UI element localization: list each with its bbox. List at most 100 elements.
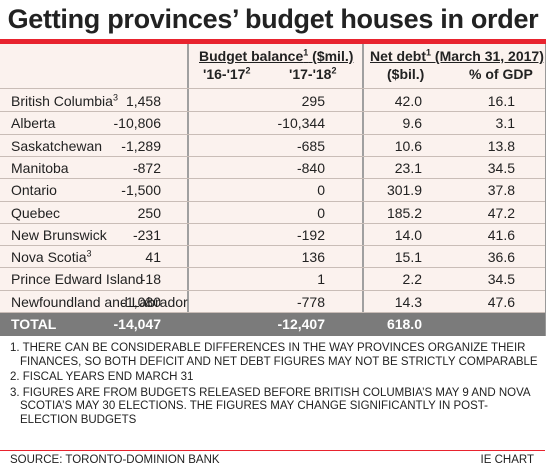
net-debt-cell: 42.0 (394, 93, 422, 109)
data-table (0, 44, 546, 336)
net-debt-cell: 2.2 (402, 271, 422, 288)
col-header-1718: '17-'182 (289, 65, 337, 82)
footnote-1: 1. THERE CAN BE CONSIDERABLE DIFFERENCES… (10, 342, 538, 368)
footnote-marker: 3 (112, 92, 118, 103)
net-debt-cell: 23.1 (394, 159, 422, 176)
net-debt-cell: 9.6 (402, 115, 422, 132)
province-name: Quebec (11, 204, 61, 221)
col-header-1617: '16-'172 (203, 65, 251, 82)
net-debt-cell: 14.3 (394, 293, 422, 310)
balance-1617-cell: -18 (140, 271, 161, 288)
net-debt-cell: 185.2 (386, 204, 422, 221)
gdp-pct-cell: 3.1 (495, 115, 515, 132)
province-label: Ontario (11, 179, 57, 201)
gdp-pct-cell: 37.8 (487, 182, 515, 199)
table-row: Manitoba -872 -840 23.1 34.5 (0, 157, 545, 179)
province-label: Alberta (11, 112, 55, 134)
footnote-3: 3. FIGURES ARE FROM BUDGETS RELEASED BEF… (10, 386, 530, 426)
balance-1718-cell: -840 (296, 159, 325, 176)
total-row: TOTAL -14,047 -12,407 618.0 (0, 313, 545, 336)
row-separator (0, 245, 545, 247)
net-debt-cell: 10.6 (394, 137, 422, 154)
row-separator (0, 111, 545, 113)
gdp-pct-cell: 34.5 (487, 159, 515, 176)
balance-1617-cell: -10,806 (113, 115, 161, 132)
table-row: Saskatchewan -1,289 -685 10.6 13.8 (0, 135, 545, 157)
total-1617: -14,047 (113, 316, 161, 332)
footnotes: 1. THERE CAN BE CONSIDERABLE DIFFERENCES… (10, 342, 540, 429)
province-name: Saskatchewan (11, 137, 103, 154)
table-row: Ontario -1,500 0 301.9 37.8 (0, 179, 545, 201)
column-divider-right (362, 44, 364, 336)
balance-1617-cell: -872 (132, 159, 161, 176)
province-name: Ontario (11, 182, 57, 199)
column-divider-left (187, 44, 189, 336)
table-row: Prince Edward Island -18 1 2.2 34.5 (0, 268, 545, 290)
province-name: Alberta (11, 115, 56, 132)
balance-1718-cell: -10,344 (277, 115, 325, 132)
title-rule (0, 39, 546, 44)
balance-1718-cell: 0 (317, 204, 325, 221)
table-row: British Columbia3 1,458 295 42.0 16.1 (0, 90, 545, 112)
row-separator (0, 222, 545, 224)
chart-title: Getting provinces’ budget houses in orde… (7, 4, 539, 34)
credit-text: IE CHART (480, 454, 534, 466)
balance-1718-cell: 0 (317, 182, 325, 199)
table-row: Alberta -10,806 -10,344 9.6 3.1 (0, 112, 545, 134)
gdp-pct-cell: 47.6 (487, 293, 515, 310)
balance-1617-cell: 41 (145, 249, 161, 266)
balance-1718-cell: 136 (301, 249, 325, 266)
province-label: Manitoba (11, 157, 69, 179)
row-separator (0, 312, 545, 313)
balance-1617-cell: -1,500 (121, 182, 161, 199)
gdp-pct-cell: 41.6 (487, 226, 515, 243)
row-separator (0, 289, 545, 291)
balance-1718-cell: -685 (296, 137, 325, 154)
province-label: Nova Scotia3 (11, 246, 92, 268)
gdp-pct-cell: 36.6 (487, 249, 515, 266)
province-label: Prince Edward Island (11, 268, 143, 290)
table-row: New Brunswick -231 -192 14.0 41.6 (0, 224, 545, 246)
province-name: Nova Scotia (11, 249, 87, 266)
gdp-pct-cell: 13.8 (487, 137, 515, 154)
province-name: Prince Edward Island (11, 271, 144, 288)
source-text: SOURCE: TORONTO-DOMINION BANK (10, 454, 220, 466)
province-name: British Columbia (11, 93, 113, 109)
province-label: Newfoundland and Labrador (11, 291, 188, 313)
table-row: Quebec 250 0 185.2 47.2 (0, 202, 545, 224)
total-label: TOTAL (11, 316, 57, 332)
col-header-debt: ($bil.) (387, 66, 425, 82)
province-name: Manitoba (11, 159, 69, 176)
row-separator (0, 178, 545, 180)
province-name: New Brunswick (11, 226, 107, 243)
balance-1718-cell: 295 (301, 93, 325, 109)
total-debt: 618.0 (386, 316, 422, 332)
row-separator (0, 200, 545, 202)
table-row: Newfoundland and Labrador -1,080 -778 14.3 4… (0, 291, 545, 313)
net-debt-header: Net debt1 (March 31, 2017) (370, 47, 544, 64)
row-separator (0, 267, 545, 269)
footnote-2: 2. FISCAL YEARS END MARCH 31 (10, 371, 194, 383)
gdp-pct-cell: 34.5 (487, 271, 515, 288)
province-label: Quebec (11, 202, 60, 224)
gdp-pct-cell: 16.1 (487, 93, 515, 109)
balance-1718-cell: -778 (296, 293, 325, 310)
province-label: New Brunswick (11, 224, 107, 246)
balance-1617-cell: -231 (132, 226, 161, 243)
gdp-pct-cell: 47.2 (487, 204, 515, 221)
balance-1718-cell: 1 (317, 271, 325, 288)
balance-1617-cell: 250 (137, 204, 161, 221)
province-name: Newfoundland and Labrador (11, 293, 188, 310)
table-row: Nova Scotia3 41 136 15.1 36.6 (0, 246, 545, 268)
province-label: British Columbia3 (11, 90, 118, 112)
budget-balance-header: Budget balance1 ($mil.) (199, 47, 354, 64)
balance-1617-cell: -1,289 (121, 137, 161, 154)
balance-1617-cell: -1,080 (121, 293, 161, 310)
province-label: Saskatchewan (11, 135, 102, 157)
balance-1617-cell: 1,458 (125, 93, 161, 109)
net-debt-cell: 301.9 (386, 182, 422, 199)
net-debt-cell: 15.1 (394, 249, 422, 266)
source-rule (0, 450, 545, 451)
footnote-marker: 3 (86, 248, 92, 259)
